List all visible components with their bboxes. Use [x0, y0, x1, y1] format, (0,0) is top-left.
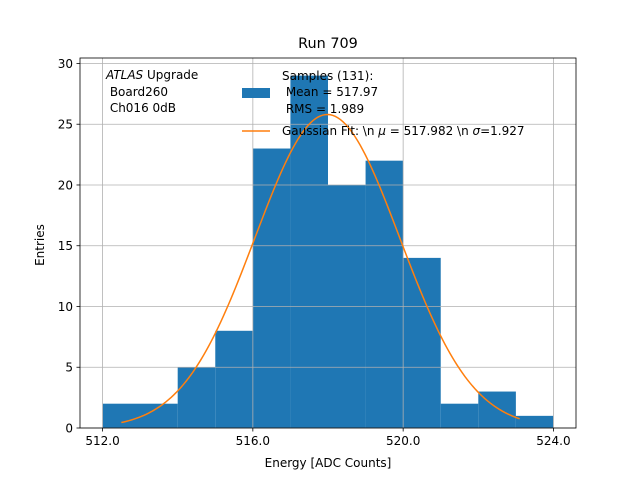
x-axis-label: Energy [ADC Counts]	[265, 456, 392, 470]
annotation-box: ATLAS Upgrade Board260 Ch016 0dB	[105, 68, 198, 115]
histogram-bar-8	[440, 403, 479, 428]
legend-fit-suffix: =1.927	[480, 124, 524, 138]
y-tick-label-0: 0	[65, 421, 73, 435]
legend-hist-line-3: RMS = 1.989	[282, 102, 364, 116]
histogram-bar-0	[102, 403, 178, 428]
annotation-italic: ATLAS	[105, 68, 144, 82]
annotation-line-1: ATLAS Upgrade	[105, 68, 198, 82]
legend-fit-prefix: Gaussian Fit: \n	[282, 124, 378, 138]
annotation-line-3: Ch016 0dB	[106, 101, 176, 115]
histogram-bar-3	[252, 148, 291, 428]
x-tick-label-3: 524.0	[536, 434, 570, 448]
y-tick-label-5: 25	[58, 118, 73, 132]
x-tick-label-0: 512.0	[85, 434, 119, 448]
histogram-bar-2	[215, 330, 253, 428]
y-axis-label: Entries	[33, 224, 47, 266]
legend-hist-line-1: Samples (131):	[282, 69, 373, 83]
axis-ticks: 512.0 516.0 520.0 524.0 0 5 10 15 20 25 30	[58, 57, 571, 448]
legend-fit-sigma: σ	[473, 124, 481, 138]
legend-fit-mid: = 517.982 \n	[386, 124, 473, 138]
y-tick-label-2: 10	[58, 300, 73, 314]
legend-fit-mu: μ	[377, 124, 386, 138]
plot-frame	[79, 57, 577, 429]
chart-title: Run 709	[298, 36, 358, 52]
histogram-bar-4	[290, 75, 328, 428]
legend-fit-label: Gaussian Fit: \n μ = 517.982 \n σ=1.927	[282, 124, 525, 138]
annotation-line-2: Board260	[106, 85, 168, 99]
axes-frame	[79, 57, 577, 429]
histogram-bar-1	[177, 367, 216, 428]
y-tick-label-1: 5	[65, 361, 73, 375]
x-tick-label-1: 516.0	[236, 434, 270, 448]
y-tick-label-6: 30	[58, 57, 73, 71]
legend: Samples (131): Mean = 517.97 RMS = 1.989…	[242, 69, 525, 138]
histogram-bar-6	[365, 160, 404, 428]
gaussian-fit-curve	[121, 113, 520, 424]
histogram-bar-10	[515, 415, 554, 428]
histogram-bar-7	[403, 257, 441, 428]
y-tick-label-3: 15	[58, 239, 73, 253]
legend-hist-swatch	[242, 88, 270, 98]
x-tick-label-2: 520.0	[386, 434, 420, 448]
y-tick-label-4: 20	[58, 178, 73, 192]
annotation-rest: Upgrade	[143, 68, 198, 82]
legend-hist-line-2: Mean = 517.97	[282, 85, 378, 99]
